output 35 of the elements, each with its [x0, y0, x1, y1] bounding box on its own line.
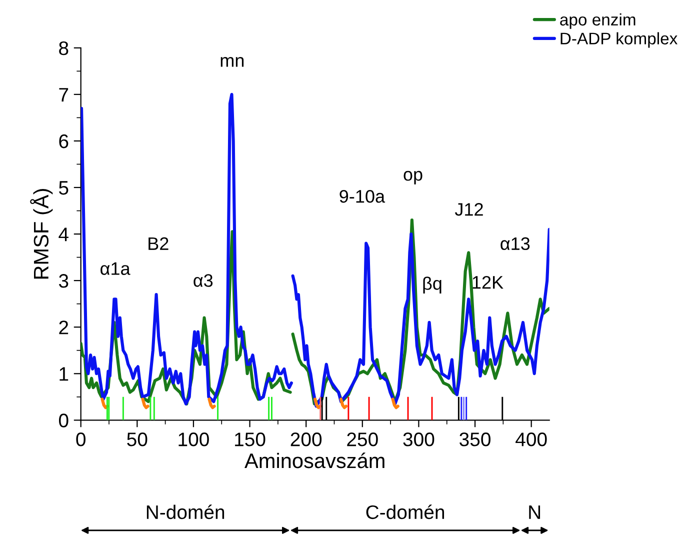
annotation: α3 [194, 274, 213, 287]
legend-label: apo enzim [560, 13, 636, 29]
x-tick-label: 350 [460, 432, 490, 446]
y-tick-label: 5 [59, 181, 68, 195]
x-tick-label: 50 [127, 432, 148, 446]
y-tick-label: 7 [59, 88, 68, 102]
y-tick-label: 1 [60, 367, 68, 381]
annotation: B2 [148, 237, 168, 250]
annotation: mn [220, 56, 244, 67]
annotation: α1a [100, 262, 130, 275]
text: N-domén [146, 504, 224, 520]
y-axis-title: RMSF (Å) [30, 189, 53, 279]
x-tick-label: 300 [403, 432, 434, 446]
x-tick-label: 250 [347, 432, 378, 446]
annotation: α13 [500, 237, 530, 250]
annotation: J12 [454, 203, 483, 216]
y-tick-label: 0 [58, 414, 68, 428]
x-tick-label: 0 [76, 432, 86, 446]
y-tick-label: 2 [59, 320, 68, 334]
text: N [529, 506, 540, 519]
y-tick-label: 3 [58, 274, 68, 288]
x-tick-label: 400 [516, 432, 547, 446]
annotation: 12K [472, 276, 504, 289]
x-tick-label: 150 [235, 432, 266, 446]
x-tick-label: 100 [178, 432, 209, 446]
annotation: 9-10a [340, 190, 386, 203]
y-tick-label: 8 [59, 41, 68, 56]
legend-label: D-ADP komplex [560, 32, 678, 48]
x-axis-title: Aminosavszám [244, 452, 384, 468]
x-tick-label: 200 [290, 432, 322, 446]
annotation: op [404, 170, 422, 184]
text: C-domén [366, 504, 444, 520]
y-tick-label: 6 [59, 134, 68, 148]
y-tick-label: 4 [58, 228, 68, 242]
annotation: βq [423, 276, 442, 294]
